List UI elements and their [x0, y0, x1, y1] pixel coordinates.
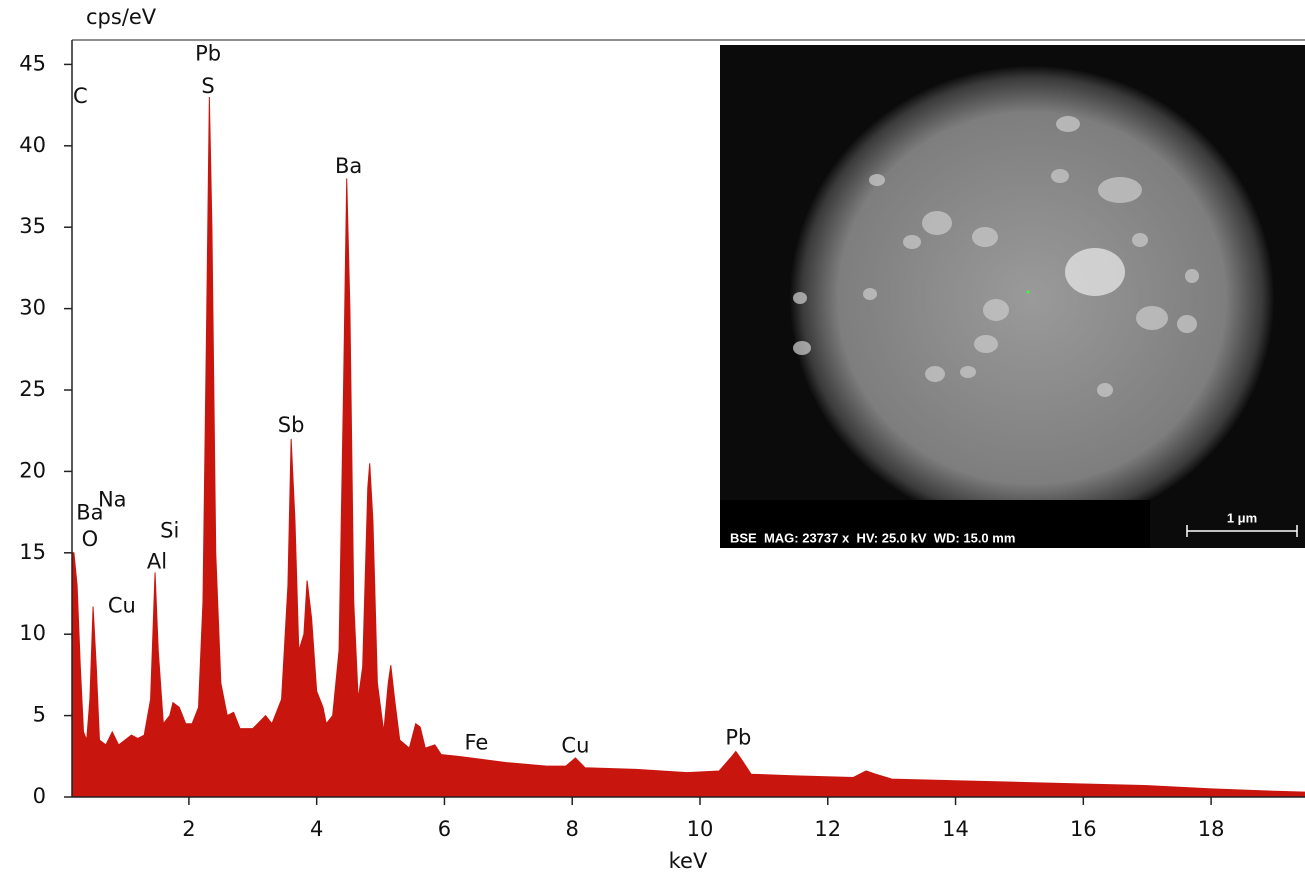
spectrum: [71, 96, 1305, 798]
inset-image: BSE MAG: 23737 x HV: 25.0 kV WD: 15.0 mm…: [720, 45, 1305, 548]
inset-caption: BSE MAG: 23737 x HV: 25.0 kV WD: 15.0 mm: [730, 530, 1015, 545]
y-axis-label: cps/eV: [86, 5, 157, 29]
y-tick-label: 45: [19, 51, 46, 75]
y-tick-label: 10: [19, 621, 46, 645]
x-tick-label: 16: [1070, 817, 1097, 841]
x-tick-label: 2: [182, 817, 195, 841]
y-tick-label: 35: [19, 214, 46, 238]
y-tick-label: 20: [19, 458, 46, 482]
peak-label: Cu: [108, 594, 136, 618]
peak-label: Pb: [725, 725, 751, 749]
caption-bar: [720, 500, 1150, 548]
x-tick-label: 12: [814, 817, 841, 841]
x-tick-label: 18: [1198, 817, 1225, 841]
peak-label: Al: [147, 550, 167, 574]
y-tick-label: 30: [19, 296, 46, 320]
inclusions: [793, 116, 1199, 397]
y-tick-label: 25: [19, 377, 46, 401]
y-tick-label: 5: [33, 703, 46, 727]
peak-label: C: [73, 84, 88, 108]
peak-label: Na: [98, 488, 127, 512]
scale-bar: [1186, 525, 1298, 537]
x-tick-label: 8: [566, 817, 579, 841]
peak-label: O: [82, 527, 99, 551]
y-tick-label: 0: [33, 784, 46, 808]
plot: 0 5 10 15 20 25 30 35 40 45 2 4 6 8 10 12 14 16 18 C Pb S Ba Sb…: [19, 39, 1305, 841]
x-axis-label: keV: [669, 849, 708, 873]
peak-label: Ba: [335, 154, 362, 178]
peak-label: Ba: [76, 501, 103, 525]
peak-label: Pb: [195, 42, 221, 66]
peak-label: Sb: [278, 413, 305, 437]
y-tick-label: 40: [19, 133, 46, 157]
peak-label: Cu: [561, 734, 589, 758]
peak-label: Fe: [464, 730, 488, 754]
x-tick-label: 4: [310, 817, 323, 841]
scale-bar-label: 1 μm: [1227, 510, 1257, 525]
peak-label: Si: [160, 519, 179, 543]
particle: [790, 66, 1274, 530]
x-tick-label: 14: [942, 817, 969, 841]
probe-point: [1026, 290, 1030, 294]
x-tick-label: 10: [687, 817, 714, 841]
y-tick-label: 15: [19, 540, 46, 564]
x-tick-label: 6: [438, 817, 451, 841]
peak-label: S: [201, 74, 214, 98]
